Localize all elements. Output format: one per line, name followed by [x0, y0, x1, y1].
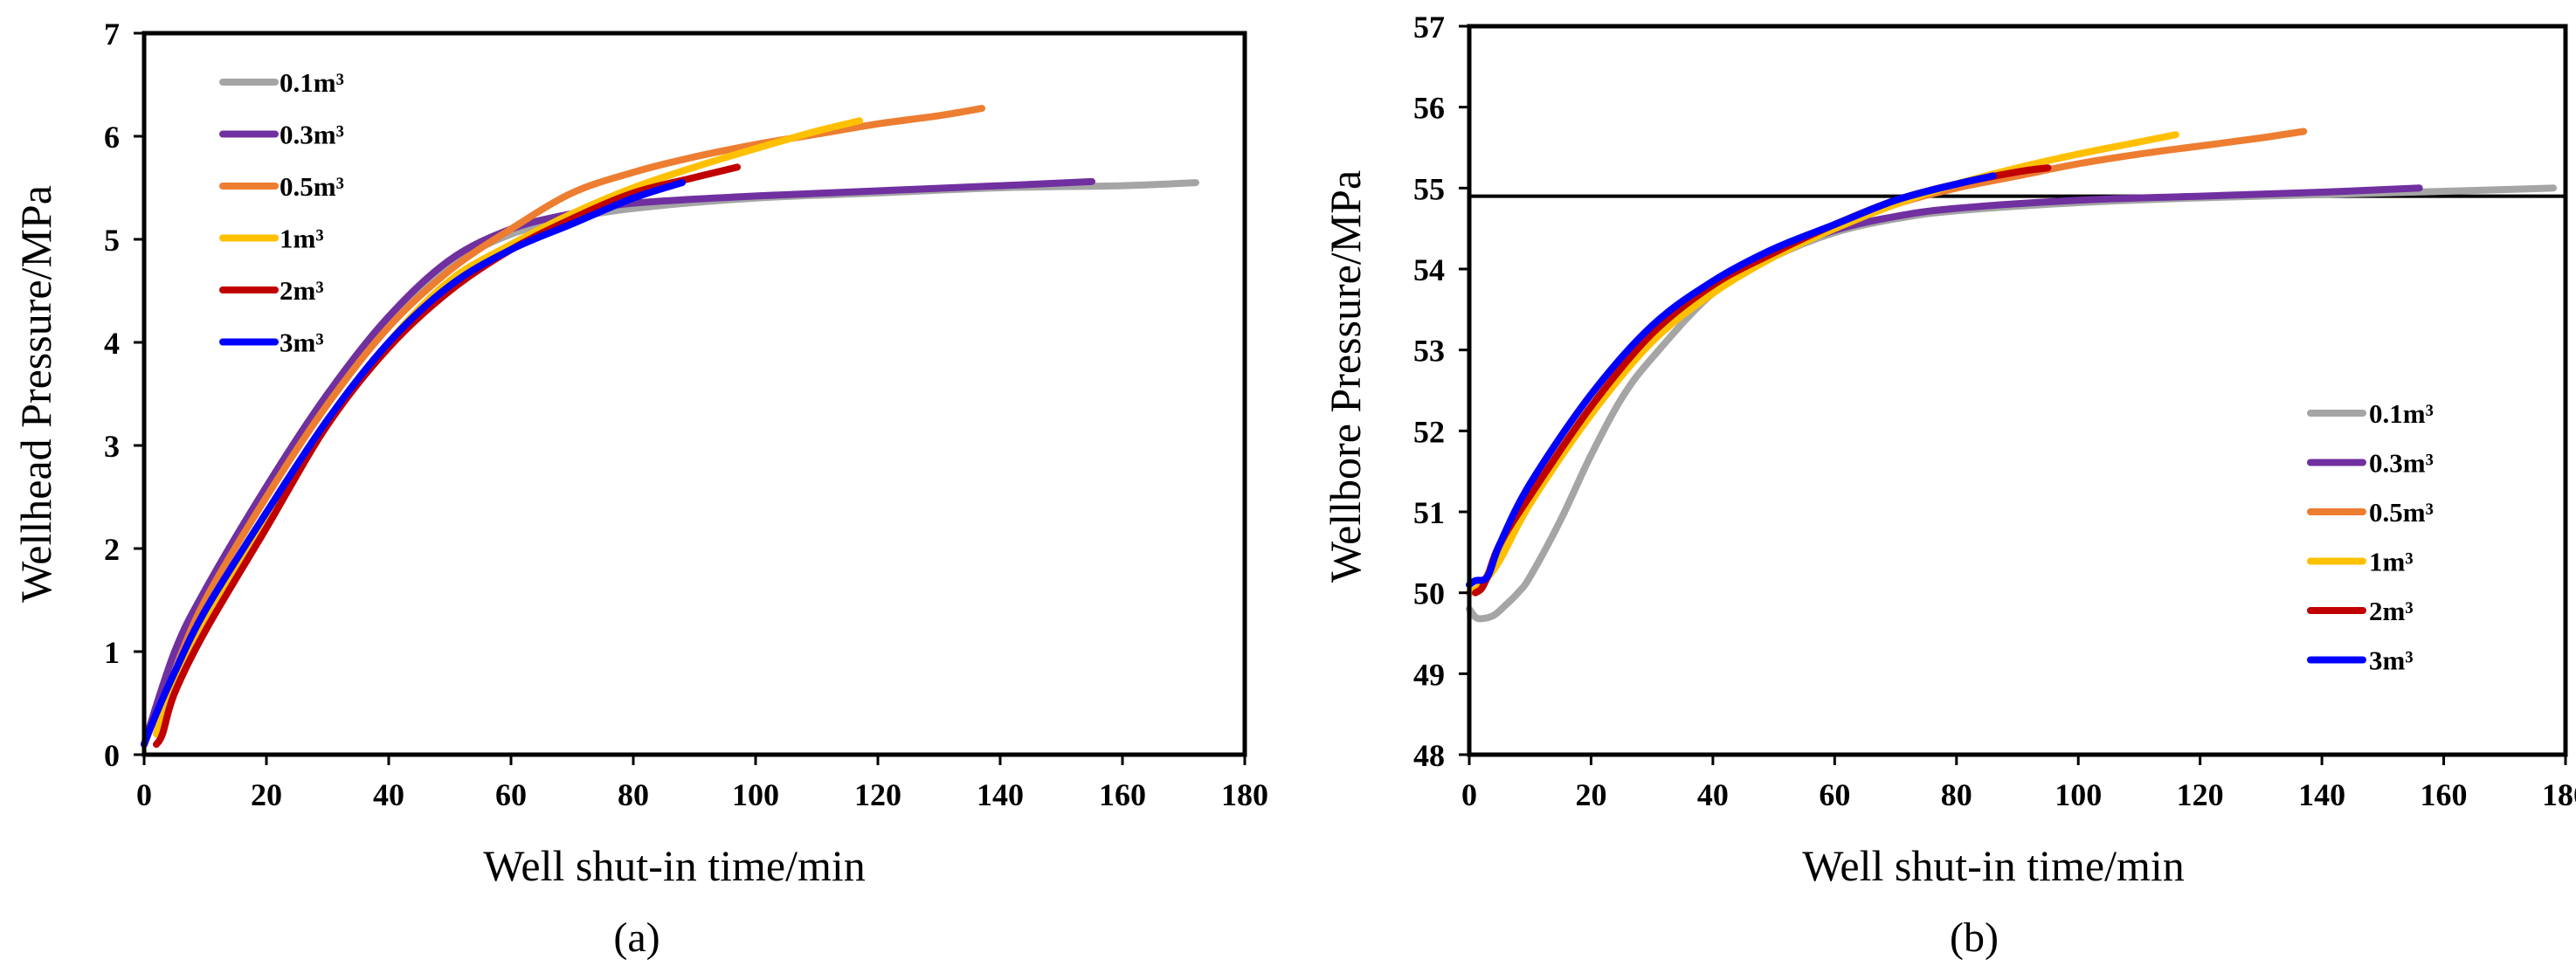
chart-b-y-tick-label: 56	[1413, 91, 1445, 126]
chart-b-legend-label-0: 0.1m³	[2369, 398, 2434, 429]
chart-b-plot-frame	[1467, 24, 2568, 757]
chart-a-x-tick-label: 180	[1221, 777, 1268, 812]
chart-a-x-tick-label: 20	[251, 777, 282, 812]
chart-a-y-tick-label: 1	[104, 635, 120, 670]
chart-a-y-tick-label: 4	[104, 326, 120, 361]
chart-b-legend-label-5: 3m³	[2369, 645, 2414, 676]
chart-b-legend-label-4: 2m³	[2369, 596, 2414, 626]
chart-a-x-tick-label: 0	[136, 777, 152, 812]
chart-b-y-tick-label: 54	[1413, 252, 1445, 287]
chart-a-y-tick-label: 5	[104, 223, 120, 258]
chart-b-y-tick-label: 51	[1413, 495, 1445, 530]
chart-a-y-tick-label: 0	[104, 738, 120, 773]
chart-b-y-tick-label: 52	[1413, 414, 1445, 449]
chart-b-x-tick-label: 0	[1461, 777, 1477, 812]
chart-a: 0 20 40 60 80 100 120 140 160 180 0 1 2 3 4 5 6 7 0.1m³ 0.…	[11, 17, 1268, 961]
chart-a-legend-label-0: 0.1m³	[280, 67, 344, 98]
chart-a-x-tick-label: 120	[854, 777, 901, 812]
chart-a-y-tick-label: 7	[104, 17, 120, 52]
chart-a-series-line-1	[141, 177, 1095, 749]
chart-b-x-tick-label: 180	[2542, 777, 2576, 812]
chart-a-x-tick-label: 160	[1099, 777, 1146, 812]
chart-b-y-tick-label: 48	[1413, 738, 1445, 773]
chart-a-legend-label-2: 0.5m³	[280, 171, 344, 202]
chart-b-x-tick-label: 100	[2055, 777, 2102, 812]
chart-a-x-tick-label: 60	[495, 777, 527, 812]
chart-a-y-tick-label: 3	[104, 429, 120, 464]
chart-a-series-line-3	[153, 117, 863, 738]
chart-b-xlabel: Well shut-in time/min	[1802, 841, 2185, 890]
chart-a-y-tick-label: 2	[104, 532, 120, 567]
chart-a-legend-label-3: 1m³	[280, 224, 324, 254]
chart-a-series-line-5	[141, 179, 686, 749]
chart-a-y-tick-label: 6	[104, 120, 120, 155]
chart-a-x-tick-label: 80	[618, 777, 649, 812]
chart-b-x-tick-label: 160	[2421, 777, 2468, 812]
chart-b-y-tick-label: 57	[1413, 10, 1445, 45]
chart-b-ylabel: Wellbore Pressure/MPa	[1321, 170, 1370, 583]
chart-a-legend-label-1: 0.3m³	[280, 120, 344, 150]
chart-b-legend-label-2: 0.5m³	[2369, 497, 2434, 528]
chart-a-x-tick-label: 140	[977, 777, 1024, 812]
chart-b-y-tick-label: 49	[1413, 657, 1445, 692]
chart-a-xlabel: Well shut-in time/min	[483, 841, 866, 890]
chart-b-y-tick-label: 50	[1413, 576, 1445, 611]
chart-b-caption: (b)	[1950, 914, 1999, 961]
chart-b-x-tick-label: 60	[1819, 777, 1850, 812]
chart-a-legend-label-4: 2m³	[280, 275, 324, 306]
chart-b-series-line-3	[1466, 131, 2179, 597]
chart-b-legend-label-3: 1m³	[2369, 547, 2414, 577]
chart-b-x-tick-label: 20	[1575, 777, 1606, 812]
chart-b-x-tick-label: 140	[2298, 777, 2345, 812]
chart-a-x-tick-label: 100	[732, 777, 779, 812]
chart-b-x-tick-label: 40	[1697, 777, 1729, 812]
chart-b-x-tick-label: 80	[1941, 777, 1972, 812]
chart-a-plot-frame	[142, 31, 1247, 757]
chart-b-series-line-5	[1466, 172, 1997, 589]
chart-a-x-tick-label: 40	[373, 777, 404, 812]
chart-b-y-tick-label: 53	[1413, 334, 1445, 369]
chart-a-caption: (a)	[613, 914, 660, 961]
chart-a-legend-label-5: 3m³	[280, 328, 324, 358]
chart-b-x-tick-label: 120	[2177, 777, 2224, 812]
chart-b: 0 20 40 60 80 100 120 140 160 180 48 49 50 51 52 53 54 55…	[1321, 10, 2576, 961]
chart-a-series-line-2	[153, 105, 985, 738]
chart-b-y-tick-label: 55	[1413, 171, 1445, 206]
chart-b-legend-label-1: 0.3m³	[2369, 448, 2434, 479]
chart-a-ylabel: Wellhead Pressure/MPa	[11, 185, 60, 603]
